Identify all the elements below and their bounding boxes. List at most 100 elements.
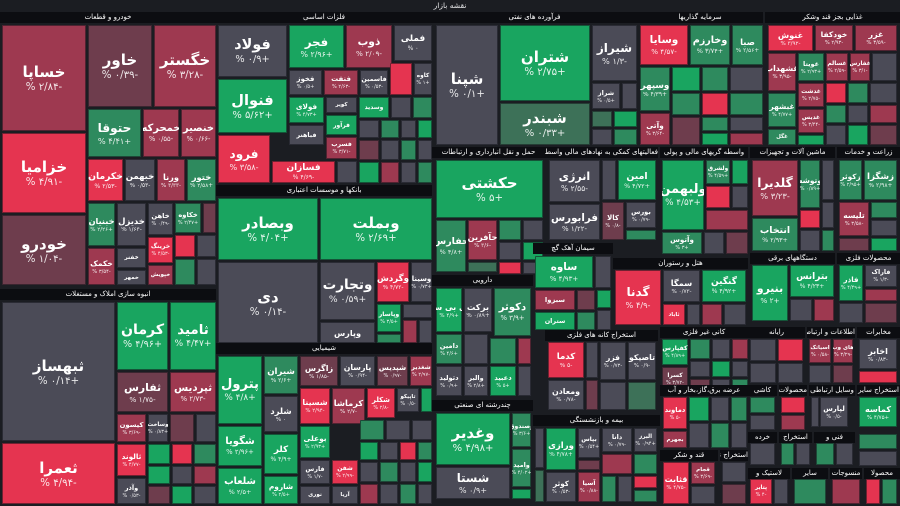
stock-tile[interactable]: وآذر -۰/۵۳ % [117,478,146,504]
filler-tile[interactable] [822,202,834,228]
stock-tile[interactable]: کرمان +۴/۹۶ % [117,302,168,370]
stock-tile[interactable]: کاوه +۱ % [414,63,432,95]
filler-tile[interactable] [750,363,776,383]
filler-tile[interactable] [814,299,834,321]
stock-tile[interactable]: خودکفا -۲/۹۳ % [815,25,853,51]
stock-tile[interactable]: غسالم -۲/۵۹ % [826,53,848,81]
stock-tile[interactable]: خدیزل -۱/۶۴ % [117,203,146,246]
stock-tile[interactable]: بترانس +۴/۲۳ % [790,265,834,297]
stock-tile[interactable]: خکاوه +۲/۴۷ % [175,203,201,233]
stock-tile[interactable]: صبا +۲/۵۶ % [732,25,763,65]
filler-tile[interactable] [750,415,775,430]
stock-tile[interactable]: غگل [768,129,796,145]
stock-tile[interactable]: قجام -۳/۶۹ % [691,462,715,484]
filler-tile[interactable] [418,162,432,183]
filler-tile[interactable] [702,117,728,131]
filler-tile[interactable] [750,339,776,361]
filler-tile[interactable] [826,83,846,103]
filler-tile[interactable] [690,339,710,359]
stock-tile[interactable]: تاصیکو -۰/۹ % [628,342,656,380]
stock-tile[interactable] [822,160,834,200]
filler-tile[interactable] [848,105,868,123]
stock-tile[interactable]: نوری [300,486,330,504]
stock-tile[interactable]: امین +۴/۷۲ % [618,160,656,200]
filler-tile[interactable] [499,220,521,240]
stock-tile[interactable]: کدما -۵ % [548,342,584,378]
filler-tile[interactable] [381,120,399,138]
stock-tile[interactable]: های وب -۳/۲۹ % [833,339,853,363]
stock-tile[interactable]: ثپردیس -۲/۷۳ % [170,372,216,412]
filler-tile[interactable] [523,220,543,240]
stock-tile[interactable]: حتوقا +۴/۴۱ % [88,109,141,157]
stock-tile[interactable]: ساوه +۴/۹۳ % [535,256,593,288]
stock-tile[interactable]: خگستر -۳/۲۸ % [154,25,216,107]
stock-tile[interactable]: خبهمن -۰/۵۳ % [125,159,155,201]
stock-tile[interactable]: غدیس -۳/۴۴ % [798,109,824,133]
filler-tile[interactable] [634,454,657,474]
filler-tile[interactable] [871,238,897,251]
filler-tile[interactable] [839,238,869,251]
filler-tile[interactable] [794,479,826,504]
filler-tile[interactable] [866,479,880,504]
stock-tile[interactable]: ثفارس -۱/۷۵ % [117,372,168,412]
stock-tile[interactable]: دکوثر +۳/۹ % [494,288,531,336]
filler-tile[interactable] [730,133,763,145]
filler-tile[interactable] [380,462,398,482]
filler-tile[interactable] [882,479,897,504]
filler-tile[interactable] [577,312,595,330]
filler-tile[interactable] [377,334,401,343]
stock-tile[interactable]: خزامیا -۴/۹۱ % [2,133,86,213]
stock-tile[interactable]: شیراز -۱/۳ % [592,25,637,81]
filler-tile[interactable] [702,93,728,115]
filler-tile[interactable] [726,232,748,254]
filler-tile[interactable] [634,490,657,502]
filler-tile[interactable] [381,140,399,160]
filler-tile[interactable] [360,484,378,504]
stock-tile[interactable]: وگردش -۴/۷۲ % [377,262,409,302]
stock-tile[interactable]: خفنر [117,248,146,268]
stock-tile[interactable]: شپدیس -۰/۹۷ % [377,356,408,386]
filler-tile[interactable] [871,220,897,236]
stock-tile[interactable]: وسپهر +۴/۳۹ % [640,67,670,111]
stock-tile[interactable]: وغدیر +۴/۹۸ % [436,413,510,465]
filler-tile[interactable] [732,339,748,359]
stock-tile[interactable]: غدشت -۲/۷۵ % [798,83,824,107]
filler-tile[interactable] [403,304,432,318]
stock-tile[interactable]: ورازی +۴/۷۸ % [546,428,576,470]
filler-tile[interactable] [672,67,700,91]
filler-tile[interactable] [602,160,616,200]
stock-tile[interactable]: فارس -۱/۷ % [300,460,330,484]
filler-tile[interactable] [512,489,531,499]
filler-tile[interactable] [702,133,728,145]
filler-tile[interactable] [400,462,416,482]
stock-tile[interactable]: خمحرکه -۰/۵۵ % [143,109,179,157]
filler-tile[interactable] [809,365,831,383]
stock-tile[interactable]: فاراک -۱/۳ % [865,265,897,287]
stock-tile[interactable]: ذوب -۲/۰۹ % [346,25,392,68]
filler-tile[interactable] [839,303,863,323]
stock-tile[interactable]: حکشتی +۵ % [436,160,543,218]
stock-tile[interactable]: فنفت -۲/۶۳ % [324,70,358,95]
filler-tile[interactable] [781,397,805,413]
filler-tile[interactable] [196,414,216,442]
filler-tile[interactable] [148,486,170,504]
filler-tile[interactable] [618,476,632,502]
stock-tile[interactable]: فاسمین -۰/۵۳ % [360,70,388,95]
filler-tile[interactable] [380,442,398,460]
filler-tile[interactable] [148,466,170,484]
filler-tile[interactable] [790,299,812,321]
stock-tile[interactable]: فرود -۳/۵۸ % [218,135,270,183]
filler-tile[interactable] [796,443,810,465]
stock-tile[interactable]: حفارس +۴/۸ % [436,220,466,272]
filler-tile[interactable] [778,339,803,361]
stock-tile[interactable]: شستا +۰/۹ % [436,467,510,499]
filler-tile[interactable] [836,443,853,465]
filler-tile[interactable] [586,342,598,378]
stock-tile[interactable]: وبملت +۲/۶۹ % [320,198,432,260]
stock-tile[interactable]: زشگزا +۲/۹۸ % [864,160,897,200]
stock-tile[interactable]: فرآور [326,115,357,135]
filler-tile[interactable] [833,365,853,383]
filler-tile[interactable] [499,242,521,260]
filler-tile[interactable] [800,230,820,251]
stock-tile[interactable]: ولبهمن +۴/۵۳ % [662,160,704,230]
